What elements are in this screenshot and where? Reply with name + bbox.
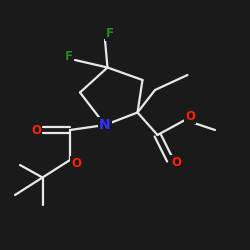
Text: F: F xyxy=(65,50,73,63)
Text: O: O xyxy=(185,110,195,123)
Text: O: O xyxy=(71,157,81,170)
Text: O: O xyxy=(31,124,41,136)
Text: O: O xyxy=(171,156,181,169)
Text: N: N xyxy=(99,118,111,132)
Text: F: F xyxy=(106,27,114,40)
